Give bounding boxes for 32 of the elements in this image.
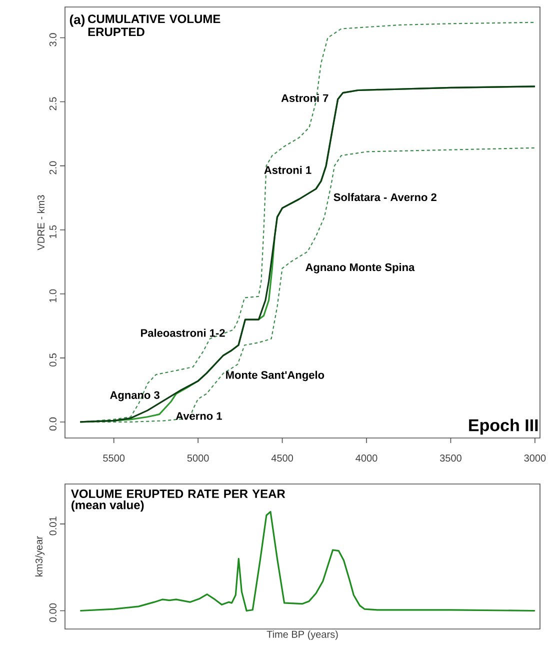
y-tick-label: 0.00: [49, 603, 56, 622]
annotation: Averno 1: [176, 412, 222, 420]
line-series: [79, 510, 536, 612]
y-tick-label: 1.5: [49, 225, 56, 238]
y-tick-label: 0.5: [49, 353, 56, 367]
y-tick-label: 0.01: [49, 516, 56, 536]
annotation: Paleoastroni 1-2: [140, 328, 225, 337]
y-tick-label: 0.0: [49, 417, 56, 431]
annotation: Astroni 1: [264, 166, 312, 174]
x-tick-label: 4500: [271, 454, 293, 462]
y-tick-label: 1.0: [49, 289, 56, 302]
annotation: Monte Sant'Angelo: [226, 370, 324, 382]
y-tick-label: 2.0: [49, 161, 56, 174]
annotation: Epoch III: [468, 418, 538, 435]
y-tick-label: 2.5: [49, 97, 56, 110]
chart-title: VOLUME ERUPTED RATE PER YEAR: [70, 490, 285, 498]
text: CUMULATIVE VOLUME ERUPTED: [88, 14, 220, 36]
annotation: Agnano Monte Spina: [305, 263, 415, 274]
x-tick-label: 3500: [440, 454, 462, 462]
x-tick-label: 5500: [102, 454, 124, 462]
x-tick-label: 3000: [524, 454, 546, 462]
text: (mean value): [71, 500, 144, 512]
x-tick-label: 5000: [187, 454, 209, 462]
x-axis-title: Time BP (years): [266, 630, 338, 640]
y-axis-title: VDRE - km3: [36, 195, 44, 250]
y-axis-title: km3/year: [35, 536, 44, 576]
x-tick-label: 4000: [355, 454, 378, 462]
annotation: (a): [70, 14, 84, 27]
annotation: Agnano 3: [110, 391, 160, 402]
y-tick-label: 3.0: [49, 33, 56, 46]
annotation: Solfatara - Averno 2: [334, 193, 436, 202]
annotation: Astroni 7: [281, 94, 328, 102]
